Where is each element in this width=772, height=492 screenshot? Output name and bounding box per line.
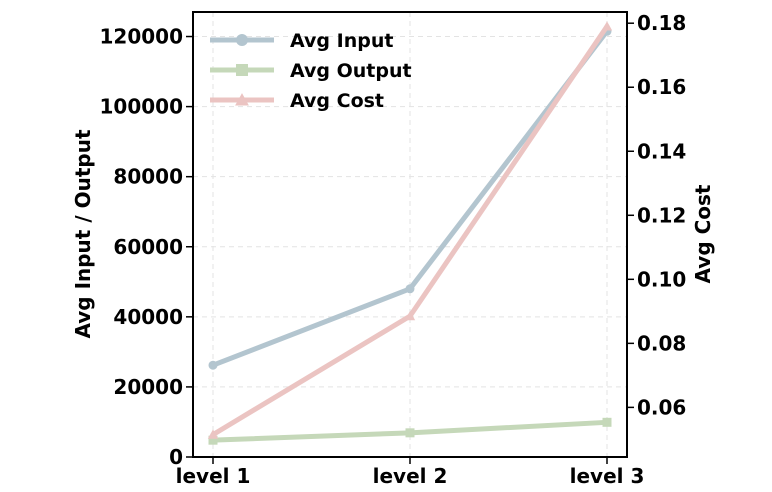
x-tick-label: level 2 — [373, 464, 448, 488]
legend-marker-avg-input — [236, 34, 248, 46]
x-tick-label: level 3 — [570, 464, 645, 488]
legend-label-avg-input: Avg Input — [290, 30, 393, 52]
left-tick-label: 20000 — [113, 375, 183, 399]
right-tick-label: 0.14 — [637, 139, 686, 163]
left-tick-label: 40000 — [113, 305, 183, 329]
left-tick-label: 0 — [169, 445, 183, 469]
left-tick-label: 120000 — [100, 25, 184, 49]
right-tick-label: 0.18 — [637, 11, 686, 35]
legend-marker-avg-output — [236, 64, 248, 76]
right-tick-label: 0.16 — [637, 75, 686, 99]
right-tick-label: 0.10 — [637, 267, 686, 291]
data-point-avg-input — [405, 284, 415, 294]
series-lines — [207, 21, 613, 445]
grid-lines — [193, 12, 627, 458]
right-axis-label: Avg Cost — [691, 184, 715, 283]
legend-label-avg-cost: Avg Cost — [290, 90, 384, 112]
data-point-avg-input — [208, 360, 218, 370]
data-point-avg-output — [208, 435, 218, 445]
right-tick-label: 0.08 — [637, 331, 686, 355]
left-tick-label: 100000 — [100, 95, 184, 119]
legend-marker-avg-cost — [235, 93, 249, 106]
data-point-avg-cost — [404, 310, 416, 321]
right-tick-label: 0.12 — [637, 203, 686, 227]
right-tick-label: 0.06 — [637, 395, 686, 419]
x-axis-ticks: level 1 level 2 level 3 — [176, 457, 645, 488]
x-tick-label: level 1 — [176, 464, 251, 488]
data-point-avg-output — [405, 428, 415, 438]
legend: Avg Input Avg Output Avg Cost — [210, 30, 412, 112]
right-axis-ticks: 0.06 0.08 0.10 0.12 0.14 0.16 0.18 — [627, 11, 686, 419]
legend-label-avg-output: Avg Output — [290, 60, 412, 82]
data-point-avg-output — [602, 417, 612, 427]
left-tick-label: 60000 — [113, 235, 183, 259]
left-axis-label: Avg Input / Output — [71, 129, 95, 338]
data-point-avg-cost — [207, 429, 219, 439]
data-point-avg-cost — [601, 21, 613, 31]
left-tick-label: 80000 — [113, 165, 183, 189]
left-axis-ticks: 0 20000 40000 60000 80000 100000 120000 — [100, 25, 193, 469]
